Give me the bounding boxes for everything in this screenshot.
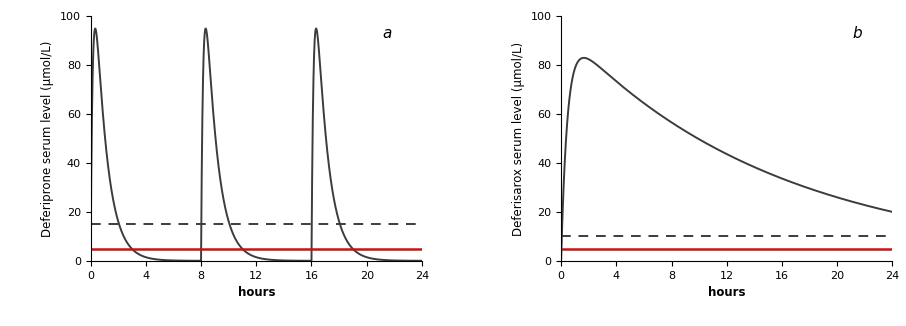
X-axis label: hours: hours [237,286,275,299]
X-axis label: hours: hours [708,286,746,299]
Text: b: b [853,26,863,41]
Y-axis label: Deferiprone serum level (μmol/L): Deferiprone serum level (μmol/L) [42,40,54,237]
Y-axis label: Deferisarox serum level (μmol/L): Deferisarox serum level (μmol/L) [512,41,525,236]
Text: a: a [382,26,391,41]
